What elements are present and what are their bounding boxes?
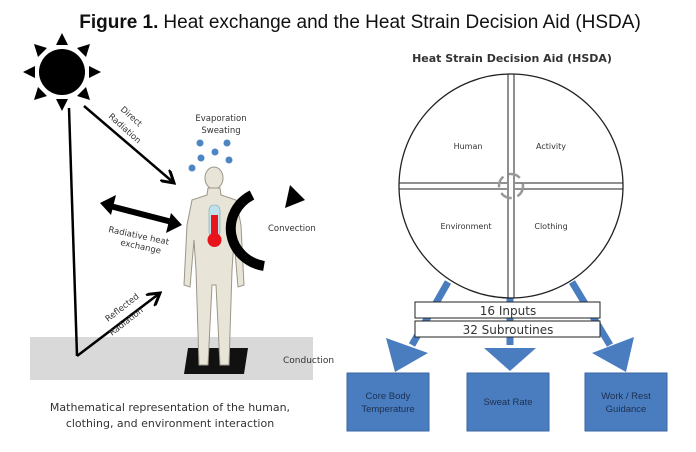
figure-title-prefix: Figure 1. bbox=[79, 12, 158, 33]
inputs-label: 16 Inputs bbox=[480, 304, 536, 318]
convection-label: Convection bbox=[268, 224, 316, 234]
arrow-work-rest bbox=[592, 337, 634, 372]
output-label-line2: Guidance bbox=[606, 404, 647, 415]
output-sweat-rate: Sweat Rate bbox=[466, 372, 550, 432]
output-core-body-temperature: Core Body Temperature bbox=[346, 372, 430, 432]
hsda-circle bbox=[398, 73, 624, 299]
cycle-icon bbox=[497, 172, 525, 200]
sun-ground-line bbox=[67, 107, 79, 357]
subroutines-label: 32 Subroutines bbox=[463, 323, 554, 337]
sweating-label: Sweating bbox=[201, 126, 240, 136]
hsda-title: Heat Strain Decision Aid (HSDA) bbox=[412, 52, 612, 65]
subroutines-box bbox=[414, 320, 601, 338]
ground bbox=[30, 337, 313, 380]
output-label-line1: Sweat Rate bbox=[483, 397, 532, 408]
caption-line-1: Mathematical representation of the human… bbox=[50, 401, 290, 414]
thermometer-icon bbox=[207, 204, 222, 247]
output-label-line1: Core Body bbox=[366, 391, 411, 402]
arrow-core-body bbox=[386, 338, 428, 372]
caption-line-2: clothing, and environment interaction bbox=[66, 417, 274, 430]
sweat-drops-icon bbox=[188, 139, 233, 172]
output-label-line1: Work / Rest bbox=[601, 391, 651, 402]
quadrant-human: Human bbox=[454, 142, 483, 151]
evaporation-label: Evaporation bbox=[195, 114, 246, 124]
reflected-radiation-arrow bbox=[76, 293, 160, 357]
figure-title: Figure 1. Heat exchange and the Heat Stra… bbox=[79, 12, 641, 33]
output-label-line2: Temperature bbox=[361, 404, 414, 415]
convection-arrow bbox=[225, 185, 305, 271]
quadrant-activity: Activity bbox=[536, 142, 566, 151]
human-figure-icon bbox=[183, 166, 245, 366]
output-work-rest-guidance: Work / Rest Guidance bbox=[584, 372, 668, 432]
conduction-mat bbox=[184, 348, 248, 374]
quadrant-environment: Environment bbox=[440, 222, 491, 231]
direct-radiation-arrow bbox=[83, 105, 174, 183]
radiative-exchange-arrow bbox=[100, 195, 182, 233]
sun-icon bbox=[23, 33, 101, 111]
quadrant-clothing: Clothing bbox=[534, 222, 567, 231]
conduction-label: Conduction bbox=[283, 356, 334, 366]
figure-title-text: Heat exchange and the Heat Strain Decisi… bbox=[163, 12, 640, 33]
inputs-box bbox=[414, 301, 601, 319]
arrow-sweat-rate bbox=[484, 348, 536, 371]
